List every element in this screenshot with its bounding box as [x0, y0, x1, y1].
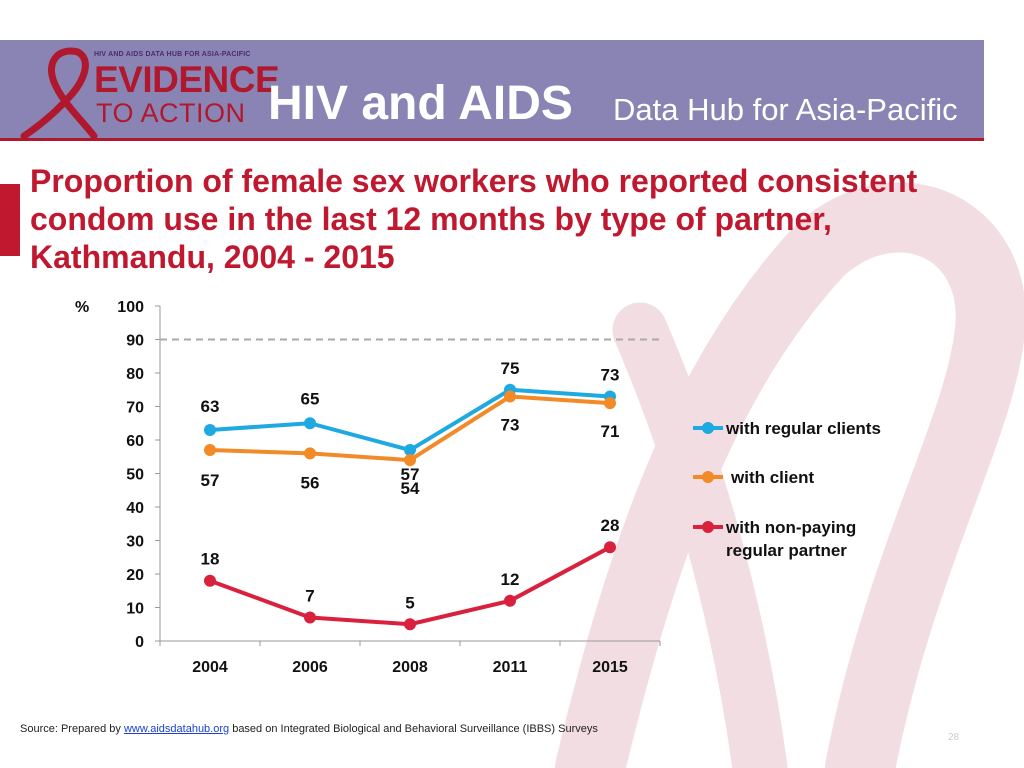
logo-action-text: TO ACTION [96, 98, 246, 128]
data-point [404, 444, 416, 457]
data-label: 18 [201, 550, 220, 569]
data-label: 71 [601, 422, 620, 441]
page-number: 28 [948, 732, 960, 743]
data-label: 75 [501, 359, 520, 378]
data-point [304, 611, 316, 624]
x-tick-label: 2008 [392, 659, 428, 676]
data-point [204, 574, 216, 587]
data-label: 65 [301, 389, 320, 408]
y-tick-label: 60 [126, 433, 144, 450]
source-note: Source: Prepared by www.aidsdatahub.org … [20, 723, 598, 735]
data-label: 12 [501, 570, 520, 589]
data-point [204, 444, 216, 457]
y-tick-label: 90 [126, 333, 144, 350]
data-point [504, 594, 516, 607]
y-tick-label: 100 [117, 299, 144, 316]
legend-swatch-marker [702, 471, 714, 483]
x-tick-label: 2004 [192, 659, 228, 676]
x-tick-label: 2015 [592, 659, 628, 676]
header-divider [0, 138, 984, 141]
data-label: 54 [401, 479, 420, 498]
y-tick-label: 50 [126, 467, 144, 484]
data-label: 73 [501, 415, 520, 434]
header-bar [0, 40, 984, 138]
y-tick-label: 40 [126, 500, 144, 517]
hub-subtitle: Data Hub for Asia-Pacific [613, 92, 958, 127]
x-tick-label: 2006 [292, 659, 328, 676]
data-point [404, 618, 416, 631]
y-tick-label: 70 [126, 400, 144, 417]
source-suffix: based on Integrated Biological and Behav… [229, 723, 598, 735]
logo-small-text: HIV AND AIDS DATA HUB FOR ASIA-PACIFIC [94, 51, 251, 58]
data-point [304, 417, 316, 430]
data-point [404, 454, 416, 467]
legend-label: with non-paying [725, 518, 856, 537]
logo-evidence-text: EVIDENCE [94, 59, 280, 100]
series-line-2 [209, 545, 611, 627]
hub-title: HIV and AIDS [268, 77, 573, 130]
data-label: 63 [201, 397, 220, 416]
data-label: 57 [401, 465, 420, 484]
y-axis-label: % [75, 299, 89, 316]
data-point [604, 397, 616, 410]
legend-label: with regular clients [725, 419, 881, 438]
data-label: 56 [301, 473, 320, 492]
chart-title: Proportion of female sex workers who rep… [30, 163, 918, 275]
y-tick-label: 10 [126, 601, 144, 618]
data-point [304, 447, 316, 460]
data-label: 73 [601, 365, 620, 384]
legend-label: regular partner [726, 541, 847, 560]
data-label: 28 [601, 516, 620, 535]
y-tick-label: 0 [135, 634, 144, 651]
title-accent-tab [0, 184, 20, 256]
legend-label: with client [730, 468, 814, 487]
y-tick-label: 20 [126, 567, 144, 584]
data-label: 7 [305, 587, 314, 606]
data-point [204, 423, 216, 436]
evidence-to-action-logo [20, 47, 98, 138]
source-link[interactable]: www.aidsdatahub.org [123, 723, 230, 735]
data-label: 5 [405, 593, 414, 612]
y-tick-label: 80 [126, 366, 144, 383]
legend-swatch-marker [702, 422, 714, 434]
y-tick-label: 30 [126, 534, 144, 551]
x-tick-label: 2011 [493, 659, 528, 676]
source-prefix: Source: Prepared by [20, 723, 124, 735]
legend-swatch-marker [702, 521, 714, 533]
data-point [504, 390, 516, 403]
data-label: 57 [201, 471, 220, 490]
data-point [604, 541, 616, 554]
